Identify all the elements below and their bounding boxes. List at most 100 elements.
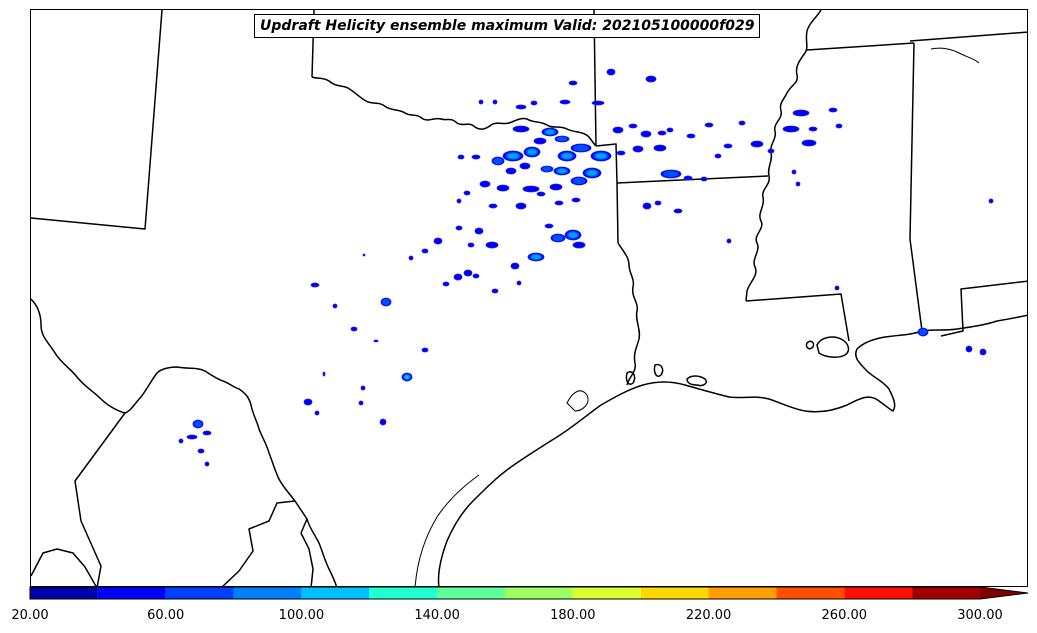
colorbar-bin-11	[776, 587, 845, 599]
uh-cell	[310, 282, 320, 288]
coastal-lake-b	[653, 363, 664, 377]
uh-cell	[350, 326, 358, 332]
uh-cell	[965, 345, 973, 353]
uh-cell	[835, 123, 843, 129]
colorbar-bin-8	[572, 587, 641, 599]
uh-cell	[533, 137, 547, 145]
uh-cell	[488, 203, 498, 209]
colorbar-tick-label: 260.00	[821, 608, 868, 623]
uh-cell	[616, 150, 626, 156]
colorbar-tick-label: 180.00	[550, 608, 596, 623]
uh-cell	[642, 202, 652, 210]
uh-cell	[505, 167, 517, 175]
ar-tx-border	[595, 143, 618, 184]
uh-cell	[750, 140, 764, 148]
uh-cell-core	[919, 328, 927, 336]
uh-cell	[492, 99, 498, 105]
colorbar-bin-7	[505, 587, 573, 599]
colorbar-bin-0	[30, 587, 98, 599]
colorbar-bin-9	[640, 587, 709, 599]
uh-cell	[792, 109, 810, 117]
uh-cell	[591, 100, 605, 106]
uh-cell	[453, 273, 463, 281]
uh-cell-core	[533, 255, 539, 259]
colorbar-bin-5	[369, 587, 438, 599]
uh-cell	[704, 122, 714, 128]
uh-cell	[516, 280, 522, 286]
uh-cell	[512, 125, 530, 133]
uh-cell	[568, 80, 578, 86]
colorbar-bin-2	[165, 587, 234, 599]
uh-cell	[522, 185, 540, 193]
uh-cell-core	[552, 234, 564, 242]
uh-cell	[554, 200, 564, 206]
uh-cell	[808, 126, 818, 132]
colorbar-tick-label: 60.00	[147, 608, 185, 623]
uh-cell	[479, 180, 491, 188]
uh-cell-core	[595, 153, 607, 159]
uh-cell	[640, 130, 652, 138]
uh-cell-core	[194, 420, 202, 428]
uh-cell	[632, 145, 644, 153]
uh-cell	[612, 126, 624, 134]
uh-cell	[314, 410, 320, 416]
uh-cell-core	[561, 153, 573, 159]
uh-cell	[478, 99, 484, 105]
uh-cell-core	[545, 129, 555, 135]
barrier-islands	[414, 474, 480, 586]
uh-cell	[421, 347, 429, 353]
uh-cell	[491, 288, 499, 294]
colorbar-outline	[29, 586, 1029, 600]
uh-cell-core	[406, 376, 408, 378]
colorbar-bin-6	[437, 587, 505, 599]
uh-cell	[496, 184, 510, 192]
nm-tx-border	[31, 10, 163, 230]
galveston-bay	[566, 390, 589, 412]
lake-ms-coast	[930, 47, 980, 64]
uh-cell-core	[542, 166, 552, 172]
colorbar-bin-12	[844, 587, 913, 599]
uh-cell	[791, 169, 797, 175]
uh-cell	[408, 255, 414, 261]
uh-cell	[471, 154, 481, 160]
uh-cell-core	[529, 150, 535, 154]
uh-cell	[515, 104, 527, 110]
uh-cell	[606, 68, 616, 76]
uh-cell	[485, 241, 499, 249]
uh-cell	[322, 371, 326, 377]
uh-cell	[723, 143, 733, 149]
uh-cell	[362, 253, 366, 257]
uh-cell	[828, 107, 838, 113]
uh-cell	[421, 248, 429, 254]
uh-cell	[456, 198, 462, 204]
map-title: Updraft Helicity ensemble maximum Valid:…	[254, 14, 761, 38]
uh-cell	[654, 200, 662, 206]
uh-cell-core	[382, 298, 390, 306]
mx-state-border-c	[222, 500, 296, 586]
coastal-lake-a	[686, 375, 708, 387]
al-fl-border	[940, 280, 1027, 337]
uh-cell	[515, 202, 527, 210]
uh-cell	[204, 461, 210, 467]
uh-cell	[472, 273, 480, 279]
uh-cell	[686, 133, 696, 139]
colorbar-tick-label: 100.00	[278, 608, 325, 623]
colorbar-tick-label: 220.00	[685, 608, 732, 623]
colorbar-bin-10	[708, 587, 777, 599]
uh-cell	[536, 191, 546, 197]
colorbar-extend-arrow	[980, 587, 1028, 599]
updraft-helicity-cells	[178, 68, 994, 467]
uh-cell	[714, 153, 722, 159]
coastal-lake-d	[805, 340, 815, 350]
uh-cell	[572, 241, 586, 249]
colorbar-tick-label: 20.00	[11, 608, 49, 623]
uh-cell	[571, 197, 581, 203]
uh-cell	[726, 238, 732, 244]
uh-cell	[303, 398, 313, 406]
uh-cell-core	[493, 157, 503, 165]
mx-state-border-a	[74, 412, 126, 586]
uh-cell	[666, 127, 674, 133]
uh-cell	[457, 154, 465, 160]
uh-cell	[683, 175, 693, 181]
uh-cell	[549, 183, 563, 191]
